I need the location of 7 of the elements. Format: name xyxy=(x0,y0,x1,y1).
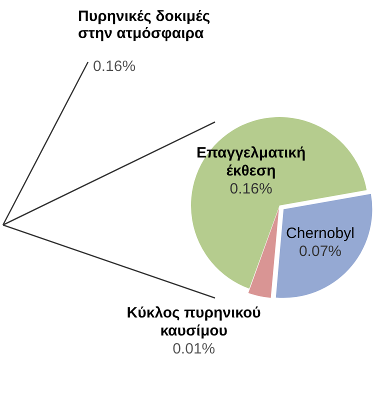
text: 0.16% xyxy=(93,58,136,75)
data-label: 0.16% xyxy=(230,180,272,198)
text: Πυρηνικές δοκιμές στην ατμόσφαιρα xyxy=(78,8,212,42)
data-label: 0.07% xyxy=(298,242,342,260)
data-label: 0.01% xyxy=(172,340,216,358)
slice-label: Chernobyl xyxy=(286,224,354,242)
slice-label: Κύκλος πυρηνικού καυσίμου xyxy=(126,304,262,340)
